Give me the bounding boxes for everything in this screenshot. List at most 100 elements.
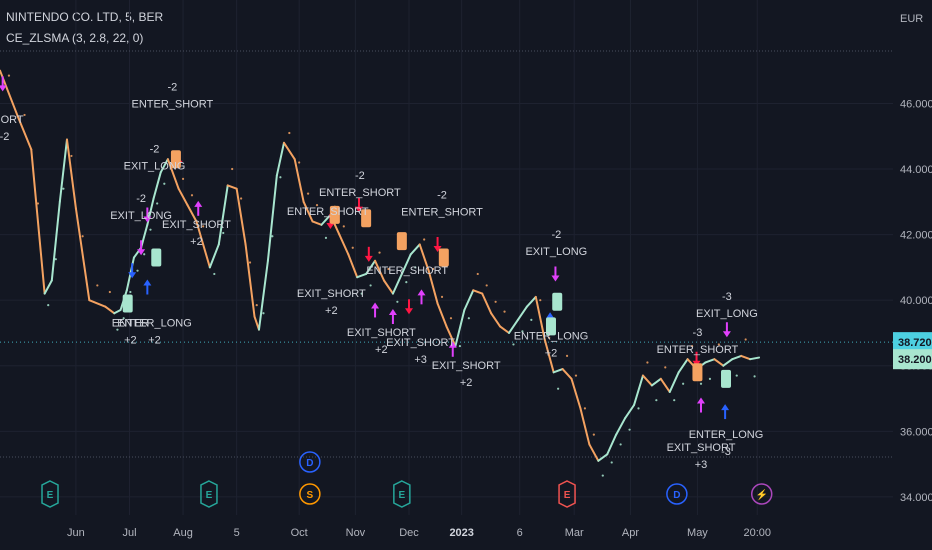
svg-text:E: E [206, 490, 213, 501]
trade-annotation[interactable]: -2 EXIT_LONG [110, 193, 172, 222]
trade-annotation[interactable]: -3 EXIT_LONG [696, 291, 758, 320]
stop-dot [717, 343, 720, 346]
earnings-event-icon[interactable]: E [393, 480, 411, 508]
trade-annotation[interactable]: EXIT_SHORT +2 [297, 288, 366, 317]
stop-dot [432, 267, 435, 271]
short-arrow [551, 266, 560, 282]
stop-dot [248, 261, 252, 264]
annotation-line: SHORT [0, 114, 24, 126]
trade-annotation[interactable]: ENTER_LONG -3 [689, 429, 764, 458]
stop-dot [673, 399, 676, 402]
series-segment [534, 295, 546, 341]
series-segment [561, 368, 573, 380]
trade-annotation[interactable]: -2 ENTER_SHORT [319, 170, 401, 199]
stop-dot [753, 375, 756, 378]
trade-annotation[interactable]: -3 ENTER_SHORT [657, 327, 739, 356]
series-segment [624, 404, 636, 420]
series-segment [140, 223, 149, 249]
trade-annotation[interactable]: -2 ENTER_SHORT [131, 81, 213, 110]
series-segment [472, 289, 484, 295]
trade-annotation[interactable]: ENTER_LONG +2 [117, 317, 192, 346]
trade-annotation[interactable]: ENTER_SHORT [287, 206, 369, 218]
svg-text:E: E [47, 490, 54, 501]
y-tick-label: 44.000 [900, 164, 932, 176]
stop-dot [396, 300, 399, 303]
series-segment [88, 299, 107, 308]
y-tick-label: 34.000 [900, 492, 932, 504]
symbol-title[interactable]: NINTENDO CO. LTD, 5, BER [6, 10, 164, 24]
trade-annotation[interactable]: -2 EXIT_LONG [124, 144, 186, 173]
chart-grid [0, 0, 893, 515]
svg-text:38.720: 38.720 [898, 337, 932, 349]
trade-annotation[interactable]: EXIT_SHORT +2 [432, 360, 501, 389]
trade-annotation[interactable]: EXIT_SHORT +3 [667, 442, 736, 471]
stop-dot [240, 197, 243, 200]
series-segment [152, 171, 162, 200]
stop-dot [288, 131, 291, 135]
series-segment [338, 233, 350, 256]
annotation-line: EXIT_LONG [110, 210, 172, 222]
series-segment [186, 204, 198, 223]
earnings-event-icon[interactable]: E [200, 480, 218, 508]
trade-annotation[interactable]: EXIT_SHORT +3 [386, 337, 455, 366]
trade-annotation[interactable]: EXIT_SHORT +2 [347, 327, 416, 356]
time-axis[interactable]: Jun Jul Aug 5 Oct Nov Dec 2023 6 Mar Apr May 20:00 [67, 527, 771, 539]
stop-dot [81, 235, 84, 238]
price-badges: 38.720 38.200 [893, 332, 932, 370]
stop-dot [36, 202, 40, 205]
series-segment [253, 315, 260, 331]
y-tick-label: 36.000 [900, 426, 932, 438]
stop-dot [405, 281, 408, 284]
news-event-icon[interactable]: ⚡ [750, 483, 773, 505]
dividend-event-icon[interactable]: D [666, 483, 688, 505]
stop-dot [458, 344, 461, 348]
stop-dot [108, 290, 111, 294]
trade-annotation[interactable]: SHORT -2 [0, 114, 24, 143]
stop-dot [387, 267, 390, 271]
trade-annotation[interactable]: -2 EXIT_LONG [525, 229, 587, 258]
annotation-line: EXIT_LONG [525, 246, 587, 258]
series-segment [570, 377, 582, 410]
dividend-upper-event-icon[interactable]: D [299, 451, 321, 473]
split-event-icon[interactable]: S [299, 483, 321, 505]
long-arrow [388, 309, 397, 325]
short-arrow [433, 236, 442, 252]
stop-dot [601, 474, 604, 477]
stop-dot [557, 387, 560, 390]
stop-dot [628, 428, 631, 431]
trade-annotation[interactable]: EXIT_SHORT +2 [162, 219, 231, 248]
price-axis[interactable]: EUR 46.00044.00042.00040.00038.00036.000… [900, 13, 932, 504]
x-tick-label: Aug [173, 527, 193, 539]
trade-annotation[interactable]: ENTER_SHORT [366, 265, 448, 277]
series-segment [391, 272, 403, 295]
short-arrow [404, 299, 413, 315]
series-segment [588, 443, 600, 462]
series-segment [445, 325, 457, 348]
series-segment [722, 358, 734, 367]
trade-annotation[interactable]: -2 ENTER_SHORT [401, 190, 483, 219]
annotation-line: -2 [150, 144, 160, 156]
trade-annotation[interactable]: ENTER_LONG +2 [514, 331, 589, 360]
x-tick-label: Mar [565, 527, 584, 539]
stop-dot [539, 299, 542, 302]
stop-dot [503, 310, 506, 313]
indicator-title[interactable]: CE_ZLSMA (3, 2.8, 22, 0) [6, 31, 144, 45]
trade-annotation[interactable]: ENTER +2 [112, 317, 149, 346]
earnings-event-icon[interactable]: E [558, 480, 576, 508]
stop-dot [548, 336, 551, 339]
annotation-line: ENTER_SHORT [401, 207, 483, 219]
series-segment [713, 358, 725, 367]
stop-dot [190, 194, 194, 197]
stop-dot [449, 317, 453, 320]
stop-dot [54, 258, 57, 261]
stop-dot [149, 228, 152, 231]
annotation-line: ENTER [112, 317, 149, 329]
stop-dot [485, 284, 488, 287]
long-arrow [697, 397, 706, 413]
series-segment [16, 115, 33, 151]
series-segment [244, 243, 256, 318]
series-segment [615, 417, 627, 436]
earnings-event-icon[interactable]: E [41, 480, 59, 508]
annotation-line: EXIT_LONG [696, 308, 758, 320]
